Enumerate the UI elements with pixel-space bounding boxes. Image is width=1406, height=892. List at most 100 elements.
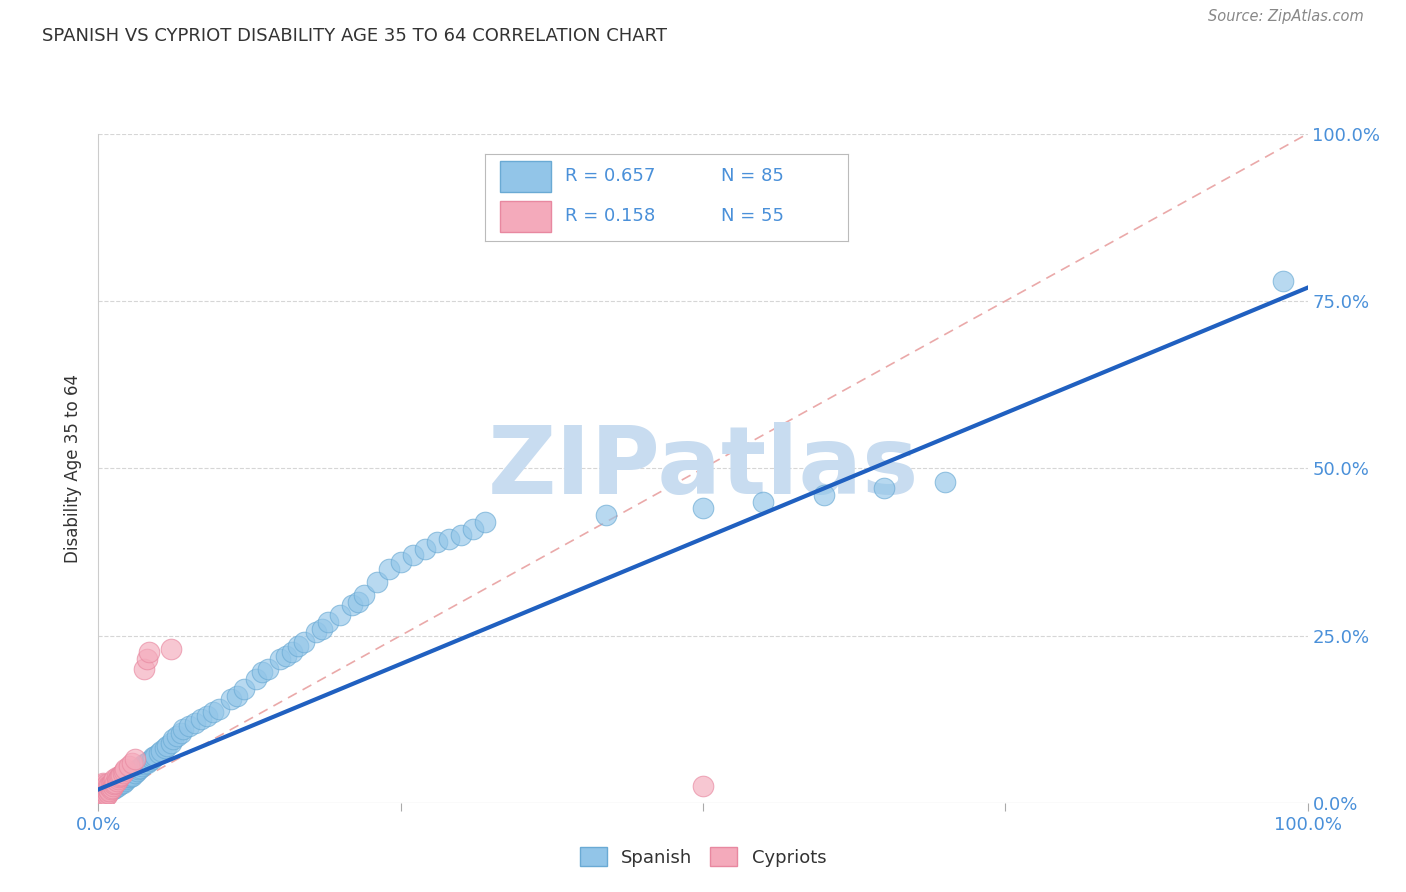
- Point: [169, 725, 191, 739]
- Point: [281, 645, 304, 659]
- Point: [166, 729, 188, 743]
- Point: [118, 769, 141, 783]
- Point: [131, 759, 153, 773]
- Text: SPANISH VS CYPRIOT DISABILITY AGE 35 TO 64 CORRELATION CHART: SPANISH VS CYPRIOT DISABILITY AGE 35 TO …: [42, 27, 668, 45]
- Point: [114, 762, 136, 776]
- Point: [250, 665, 273, 680]
- Point: [93, 784, 115, 797]
- Point: [91, 789, 114, 803]
- Point: [94, 789, 117, 803]
- Point: [128, 761, 150, 775]
- Point: [595, 508, 617, 523]
- Point: [256, 662, 278, 676]
- Point: [142, 750, 165, 764]
- Point: [103, 779, 125, 793]
- Point: [202, 706, 225, 720]
- Point: [148, 746, 170, 760]
- Point: [107, 772, 129, 787]
- Point: [141, 752, 163, 766]
- Point: [153, 740, 176, 755]
- Point: [90, 788, 112, 802]
- Point: [127, 762, 149, 776]
- Point: [135, 756, 157, 770]
- Point: [107, 779, 129, 793]
- Point: [104, 781, 127, 796]
- Point: [413, 541, 436, 556]
- Point: [245, 672, 267, 686]
- Point: [752, 494, 775, 508]
- Point: [287, 639, 309, 653]
- Point: [389, 555, 412, 569]
- Point: [96, 788, 118, 802]
- Point: [97, 786, 120, 800]
- Point: [1272, 274, 1295, 288]
- Point: [190, 712, 212, 726]
- Point: [100, 775, 122, 790]
- Point: [813, 488, 835, 502]
- Point: [91, 784, 114, 797]
- Point: [90, 790, 112, 805]
- Point: [160, 735, 183, 749]
- Point: [100, 777, 122, 791]
- Point: [184, 715, 207, 730]
- Point: [172, 723, 194, 737]
- Point: [91, 781, 114, 796]
- Point: [97, 779, 120, 793]
- Point: [105, 770, 128, 785]
- Point: [143, 749, 166, 764]
- Point: [91, 786, 114, 800]
- Point: [353, 589, 375, 603]
- Point: [100, 781, 122, 796]
- Legend: Spanish, Cypriots: Spanish, Cypriots: [572, 840, 834, 874]
- Point: [195, 708, 218, 723]
- Point: [111, 775, 134, 790]
- Point: [692, 501, 714, 516]
- Point: [402, 548, 425, 563]
- Point: [110, 767, 132, 781]
- Point: [100, 781, 122, 796]
- Point: [934, 475, 956, 489]
- Point: [91, 779, 114, 793]
- Point: [118, 759, 141, 773]
- Point: [110, 772, 132, 787]
- Point: [160, 642, 183, 657]
- Point: [114, 774, 136, 789]
- Point: [96, 782, 118, 797]
- Point: [93, 777, 115, 791]
- Point: [692, 779, 714, 793]
- Point: [101, 779, 124, 793]
- Point: [162, 732, 184, 747]
- Point: [150, 744, 173, 758]
- Point: [101, 782, 124, 797]
- Point: [114, 770, 136, 785]
- Point: [112, 764, 135, 778]
- Point: [105, 775, 128, 790]
- Point: [91, 782, 114, 797]
- Point: [474, 515, 496, 529]
- Point: [124, 765, 146, 780]
- Point: [94, 779, 117, 793]
- Point: [347, 595, 370, 609]
- Point: [97, 782, 120, 797]
- Point: [96, 784, 118, 797]
- Point: [316, 615, 339, 630]
- Point: [179, 719, 201, 733]
- Point: [105, 774, 128, 789]
- Point: [117, 770, 139, 785]
- Point: [138, 645, 160, 659]
- Text: Source: ZipAtlas.com: Source: ZipAtlas.com: [1208, 9, 1364, 24]
- Point: [118, 770, 141, 785]
- Point: [377, 562, 399, 576]
- Point: [91, 789, 114, 803]
- Point: [93, 781, 115, 796]
- Point: [156, 739, 179, 753]
- Point: [426, 535, 449, 549]
- Point: [93, 790, 115, 805]
- Point: [105, 777, 128, 791]
- Point: [93, 788, 115, 802]
- Point: [135, 652, 157, 666]
- Point: [94, 782, 117, 797]
- Point: [93, 786, 115, 800]
- Point: [450, 528, 472, 542]
- Point: [112, 772, 135, 787]
